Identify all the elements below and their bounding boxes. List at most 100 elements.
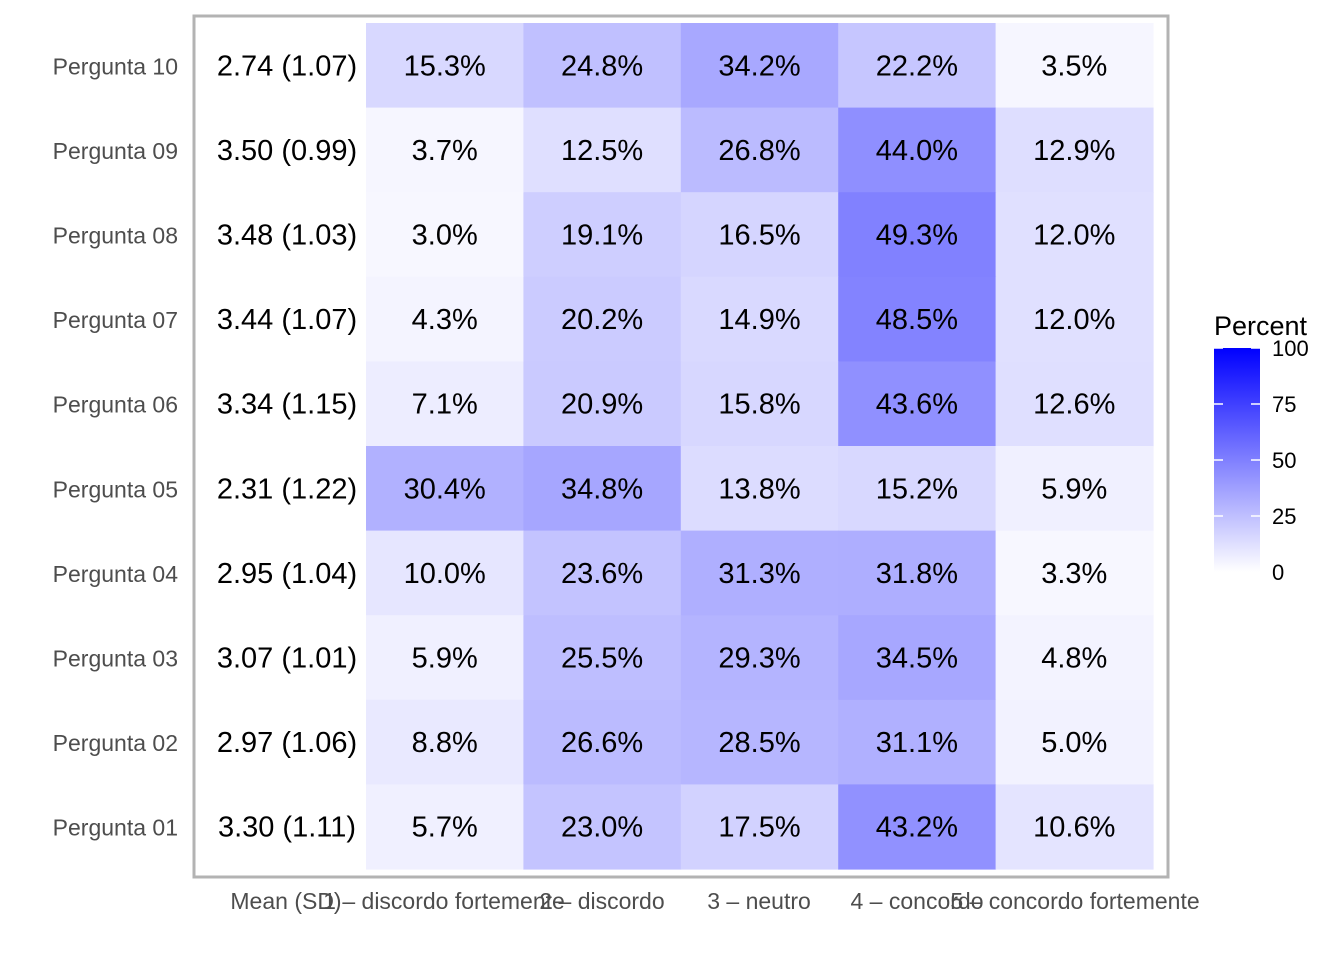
cell-value-label: 16.5% (718, 220, 800, 252)
cell-value-label: 20.9% (561, 389, 643, 421)
cell-value-label: 8.8% (412, 727, 478, 759)
cell-value-label: 48.5% (876, 304, 958, 336)
heatmap-cell (838, 699, 997, 785)
heatmap-cell (838, 446, 997, 532)
cell-value-label: 4.3% (412, 304, 478, 336)
heatmap-cell (523, 23, 682, 109)
heatmap-cell (995, 23, 1154, 109)
y-tick-label: Pergunta 02 (53, 730, 178, 756)
cell-value-label: 23.6% (561, 558, 643, 590)
cell-value-label: 23.0% (561, 812, 643, 844)
cell-value-label: 43.6% (876, 389, 958, 421)
cell-value-label: 4.8% (1041, 643, 1107, 675)
heatmap-cell (838, 276, 997, 362)
cell-value-label: 15.3% (404, 50, 486, 82)
legend-tick-label: 100 (1272, 336, 1309, 361)
heatmap-cell (680, 361, 839, 447)
panel-border (192, 14, 1170, 879)
heatmap-cell (838, 23, 997, 109)
heatmap-cell (838, 784, 997, 870)
y-tick-label: Pergunta 06 (53, 392, 178, 418)
heatmap-cell (366, 699, 524, 785)
cell-value-label: 29.3% (718, 643, 800, 675)
heatmap-cell (838, 192, 997, 278)
heatmap-cell (523, 361, 682, 447)
heatmap-cell (838, 361, 997, 447)
cell-value-label: 14.9% (718, 304, 800, 336)
cell-value-label: 44.0% (876, 135, 958, 167)
heatmap-cell (366, 446, 524, 532)
cell-value-label: 3.0% (412, 220, 478, 252)
cell-value-label: 31.3% (718, 558, 800, 590)
y-tick-label: Pergunta 04 (53, 561, 179, 587)
cell-value-label: 24.8% (561, 50, 643, 82)
heatmap-cell (680, 615, 839, 701)
x-tick-label: 1 – discordo fortemente (323, 888, 565, 914)
y-tick-label: Pergunta 10 (53, 53, 178, 79)
cell-value-label: 20.2% (561, 304, 643, 336)
cell-value-label: 25.5% (561, 643, 643, 675)
heatmap-cell (995, 107, 1154, 193)
mean-sd-label: 3.34 (1.15) (217, 389, 357, 421)
cell-value-label: 34.5% (876, 643, 958, 675)
x-tick-label: 5 – concordo fortemente (950, 888, 1199, 914)
y-tick-label: Pergunta 03 (53, 646, 178, 672)
heatmap-cell (366, 784, 524, 870)
heatmap-cell (995, 784, 1154, 870)
cell-value-label: 12.0% (1033, 220, 1115, 252)
cell-value-label: 34.8% (561, 473, 643, 505)
heatmap-cell (366, 23, 524, 109)
legend-title: Percent (1214, 311, 1308, 341)
cell-value-label: 31.8% (876, 558, 958, 590)
y-tick-label: Pergunta 05 (53, 476, 178, 502)
heatmap-cell (523, 530, 682, 616)
cell-value-label: 12.5% (561, 135, 643, 167)
heatmap-cell (680, 276, 839, 362)
heatmap-cell (995, 276, 1154, 362)
cell-value-label: 22.2% (876, 50, 958, 82)
heatmap-cells (366, 23, 1154, 870)
heatmap-cell (995, 446, 1154, 532)
cell-value-label: 17.5% (718, 812, 800, 844)
cell-value-label: 3.7% (412, 135, 478, 167)
cell-value-label: 10.0% (404, 558, 486, 590)
legend-tick-label: 25 (1272, 504, 1296, 529)
cell-value-label: 28.5% (718, 727, 800, 759)
heatmap-cell (366, 530, 524, 616)
heatmap-cell (523, 192, 682, 278)
cell-value-label: 26.6% (561, 727, 643, 759)
cell-value-label: 3.3% (1041, 558, 1107, 590)
y-tick-label: Pergunta 07 (53, 307, 178, 333)
legend-tick-label: 50 (1272, 448, 1296, 473)
cell-value-label: 43.2% (876, 812, 958, 844)
heatmap-cell (838, 615, 997, 701)
mean-sd-label: 3.48 (1.03) (217, 220, 357, 252)
heatmap-cell (995, 699, 1154, 785)
heatmap-cell (366, 107, 524, 193)
x-tick-label: 3 – neutro (707, 888, 811, 914)
cell-value-label: 15.2% (876, 473, 958, 505)
x-tick-label: Mean (SD) (230, 888, 341, 914)
cell-value-label: 12.0% (1033, 304, 1115, 336)
heatmap-cell (680, 530, 839, 616)
mean-sd-label: 2.31 (1.22) (217, 473, 357, 505)
cell-value-label: 7.1% (412, 389, 478, 421)
x-tick-label: 4 – concordo (851, 888, 984, 914)
cell-value-label: 5.0% (1041, 727, 1107, 759)
heatmap-cell (366, 276, 524, 362)
heatmap-cell (680, 23, 839, 109)
cell-value-label: 5.7% (412, 812, 478, 844)
heatmap-cell (366, 615, 524, 701)
heatmap-cell (680, 699, 839, 785)
cell-labels: 2.74 (1.07) 15.3% 24.8% 34.2% 22.2% 3.5% 3.50 … (217, 50, 1116, 843)
mean-sd-label: 2.74 (1.07) (217, 50, 357, 82)
cell-value-label: 5.9% (1041, 473, 1107, 505)
cell-value-label: 3.5% (1041, 50, 1107, 82)
cell-value-label: 31.1% (876, 727, 958, 759)
heatmap-cell (366, 192, 524, 278)
cell-value-label: 12.6% (1033, 389, 1115, 421)
cell-value-label: 34.2% (718, 50, 800, 82)
legend: Percent 0 25 50 75 100 (1214, 311, 1309, 585)
legend-tick-label: 75 (1272, 392, 1296, 417)
